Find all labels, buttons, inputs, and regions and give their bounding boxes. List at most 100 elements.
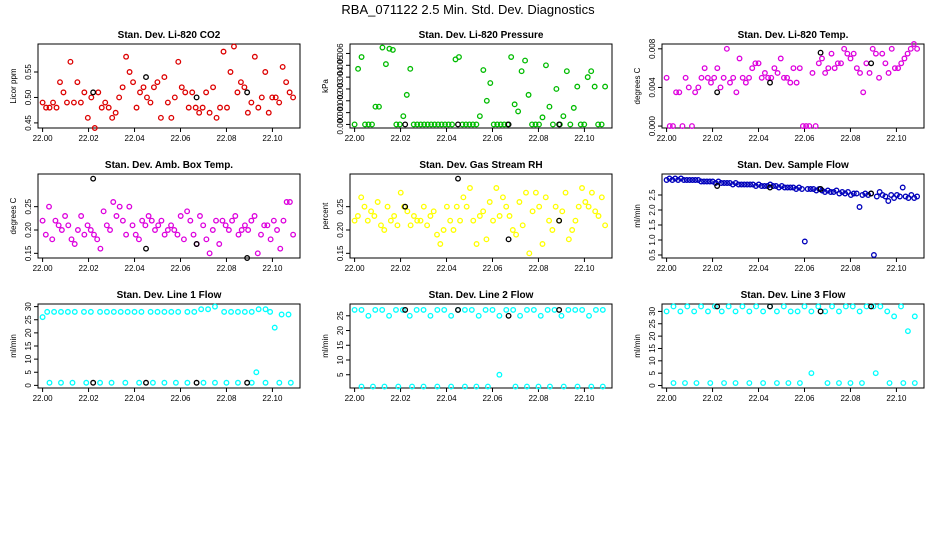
panel-9-point [822, 308, 829, 315]
panel-4-point [100, 208, 107, 215]
panel-6-point [683, 177, 690, 183]
panel-6-point [882, 193, 889, 200]
panel-2-point [522, 57, 529, 64]
panel-4-marker-point [244, 255, 251, 261]
panel-6-point [709, 178, 716, 185]
panel-6-point [755, 181, 762, 188]
panel-2-point [445, 121, 452, 128]
panel-4-point [225, 227, 232, 233]
panel-7-xtick-label: 22.06 [170, 394, 191, 403]
panel-1-point [70, 99, 77, 106]
panel-4-point [290, 231, 297, 238]
panel-4-point [110, 199, 117, 205]
panel-3-point [780, 74, 787, 81]
panel-6-point [908, 192, 915, 198]
panel-6-point [672, 175, 679, 182]
panel-9-point [842, 303, 849, 310]
panel-9-point [711, 303, 718, 310]
panel-4-point [107, 227, 113, 233]
panel-4-point [248, 217, 255, 224]
panel-1-point [164, 99, 171, 106]
panel-5-point [391, 213, 398, 219]
panel-6-point [833, 187, 840, 194]
panel-3-point [771, 65, 778, 72]
panel-5-point [404, 208, 411, 215]
panel-2-point [400, 113, 407, 120]
panel-7-point [271, 324, 278, 331]
panel-3-point [844, 50, 851, 57]
panel-4-point [126, 203, 133, 210]
panel-7-point [200, 379, 207, 386]
panel-6-marker-point [714, 183, 721, 189]
panel-3-title: Stan. Dev. Li-820 Temp. [738, 30, 849, 41]
panel-4-point [113, 213, 120, 219]
panel-2-point [403, 91, 410, 98]
panel-7-point [285, 311, 292, 318]
panel-3-marker-point [868, 60, 875, 67]
panel-5-point [354, 213, 361, 219]
panel-9-point [746, 380, 753, 387]
panel-7-point [58, 379, 64, 386]
panel-8-point [372, 306, 379, 313]
panel-6-marker-point [767, 184, 773, 191]
panel-6-point [798, 186, 805, 192]
panel-5-point [351, 217, 358, 224]
panel-8-point [420, 383, 427, 390]
panel-3-point [673, 89, 680, 96]
panel-1-point [196, 109, 203, 116]
panel-1-point [234, 89, 241, 96]
panel-8-point [503, 306, 510, 313]
panel-2-point [449, 121, 455, 128]
panel-2-point [442, 121, 449, 128]
panel-1-point [286, 89, 293, 96]
panel-8-ytick-label: 25 [336, 311, 345, 320]
panel-3-point [822, 70, 829, 76]
panel-3-point [828, 50, 835, 57]
panel-7-frame [37, 303, 301, 389]
panel-1-point [109, 114, 116, 121]
panel-6-point [735, 181, 742, 188]
panel-7-point [97, 308, 104, 315]
panel-5-xtick-label: 22.00 [345, 264, 366, 273]
panel-6-point [692, 177, 699, 183]
panel-9-point [707, 380, 714, 387]
panel-6-point [744, 181, 751, 188]
panel-8-point [482, 306, 489, 313]
panel-4-point [68, 236, 75, 243]
panel-5-point [381, 227, 388, 233]
panel-5-point [443, 203, 450, 210]
panel-5-point [420, 203, 427, 210]
panel-7-point [136, 379, 143, 386]
panel-8-point [496, 371, 503, 378]
panel-4-marker-point [143, 245, 149, 252]
panel-4-point [203, 236, 210, 243]
panel-9-point [886, 380, 893, 387]
panel-3-point [777, 55, 784, 62]
panel-2-xtick-label: 22.04 [437, 134, 458, 143]
panel-3-point [755, 60, 762, 67]
panel-5-ytick-label: 0.20 [336, 222, 345, 238]
panel-2-point [438, 121, 445, 128]
panel-9-marker-point [868, 303, 875, 310]
panel-9-point [721, 380, 728, 387]
panel-3-point [847, 55, 854, 62]
panel-8-point [475, 312, 482, 319]
panel-7-point [278, 311, 285, 318]
panel-7-point [81, 308, 87, 315]
panel-6-point [902, 193, 909, 200]
panel-2-point [574, 83, 581, 90]
panel-2-xtick-label: 22.02 [391, 134, 412, 143]
panel-4-point [261, 222, 268, 229]
panel-2-point [511, 101, 518, 108]
panel-5-point [598, 194, 605, 201]
panel-1-ytick-label: 0.50 [24, 89, 33, 105]
panel-8-ytick-label: 5 [336, 372, 345, 377]
panel-5-xtick-label: 22.02 [391, 264, 412, 273]
panel-1-point [175, 58, 182, 65]
panel-1-point [220, 48, 227, 55]
panel-2-point [424, 121, 431, 128]
panel-6-point [807, 186, 814, 192]
panel-5-point [526, 250, 533, 257]
panel-1-point [206, 109, 213, 116]
